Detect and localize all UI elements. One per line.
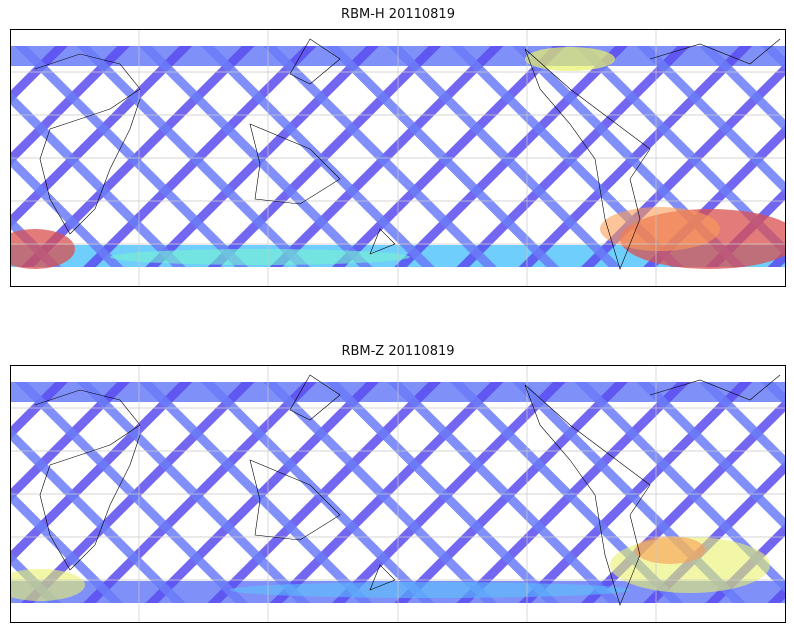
panel-title-bottom: RBM-Z 20110819: [341, 344, 455, 359]
map-frame-top: [10, 29, 786, 287]
anomaly-south-band-top: [110, 249, 410, 265]
graticule-top: [10, 29, 786, 287]
anomaly-north-top: [525, 47, 615, 71]
anomaly-south-atlantic-ring-top: [600, 207, 720, 251]
anomaly-south-band-bottom: [230, 582, 630, 598]
coastlines-bottom: [34, 374, 781, 606]
anomaly-southwest-top: [10, 229, 75, 269]
map-panel-top: [10, 29, 786, 287]
map-panel-bottom: [10, 365, 786, 623]
anomaly-south-atlantic-core-bottom: [635, 536, 705, 564]
graticule-bottom: [10, 365, 786, 623]
panel-title-top: RBM-H 20110819: [341, 7, 455, 22]
coastlines-top: [34, 38, 781, 270]
anomaly-southwest-bottom: [10, 569, 85, 601]
map-frame-bottom: [10, 365, 786, 623]
